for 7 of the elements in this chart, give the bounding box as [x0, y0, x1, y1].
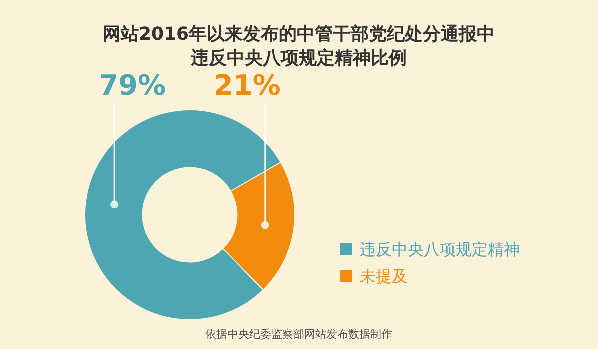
data-label: 21%	[214, 69, 281, 102]
chart-subtitle: 违反中央八项规定精神比例	[190, 48, 407, 69]
legend-label: 违反中央八项规定精神	[360, 240, 520, 259]
text: 依据中央纪委监察部网站发布数据制作	[206, 328, 392, 341]
legend-label: 未提及	[360, 267, 408, 286]
data-label: 79%	[99, 69, 166, 102]
chart-title: 网站2016年以来发布的中管干部党纪处分通报中	[102, 24, 496, 45]
